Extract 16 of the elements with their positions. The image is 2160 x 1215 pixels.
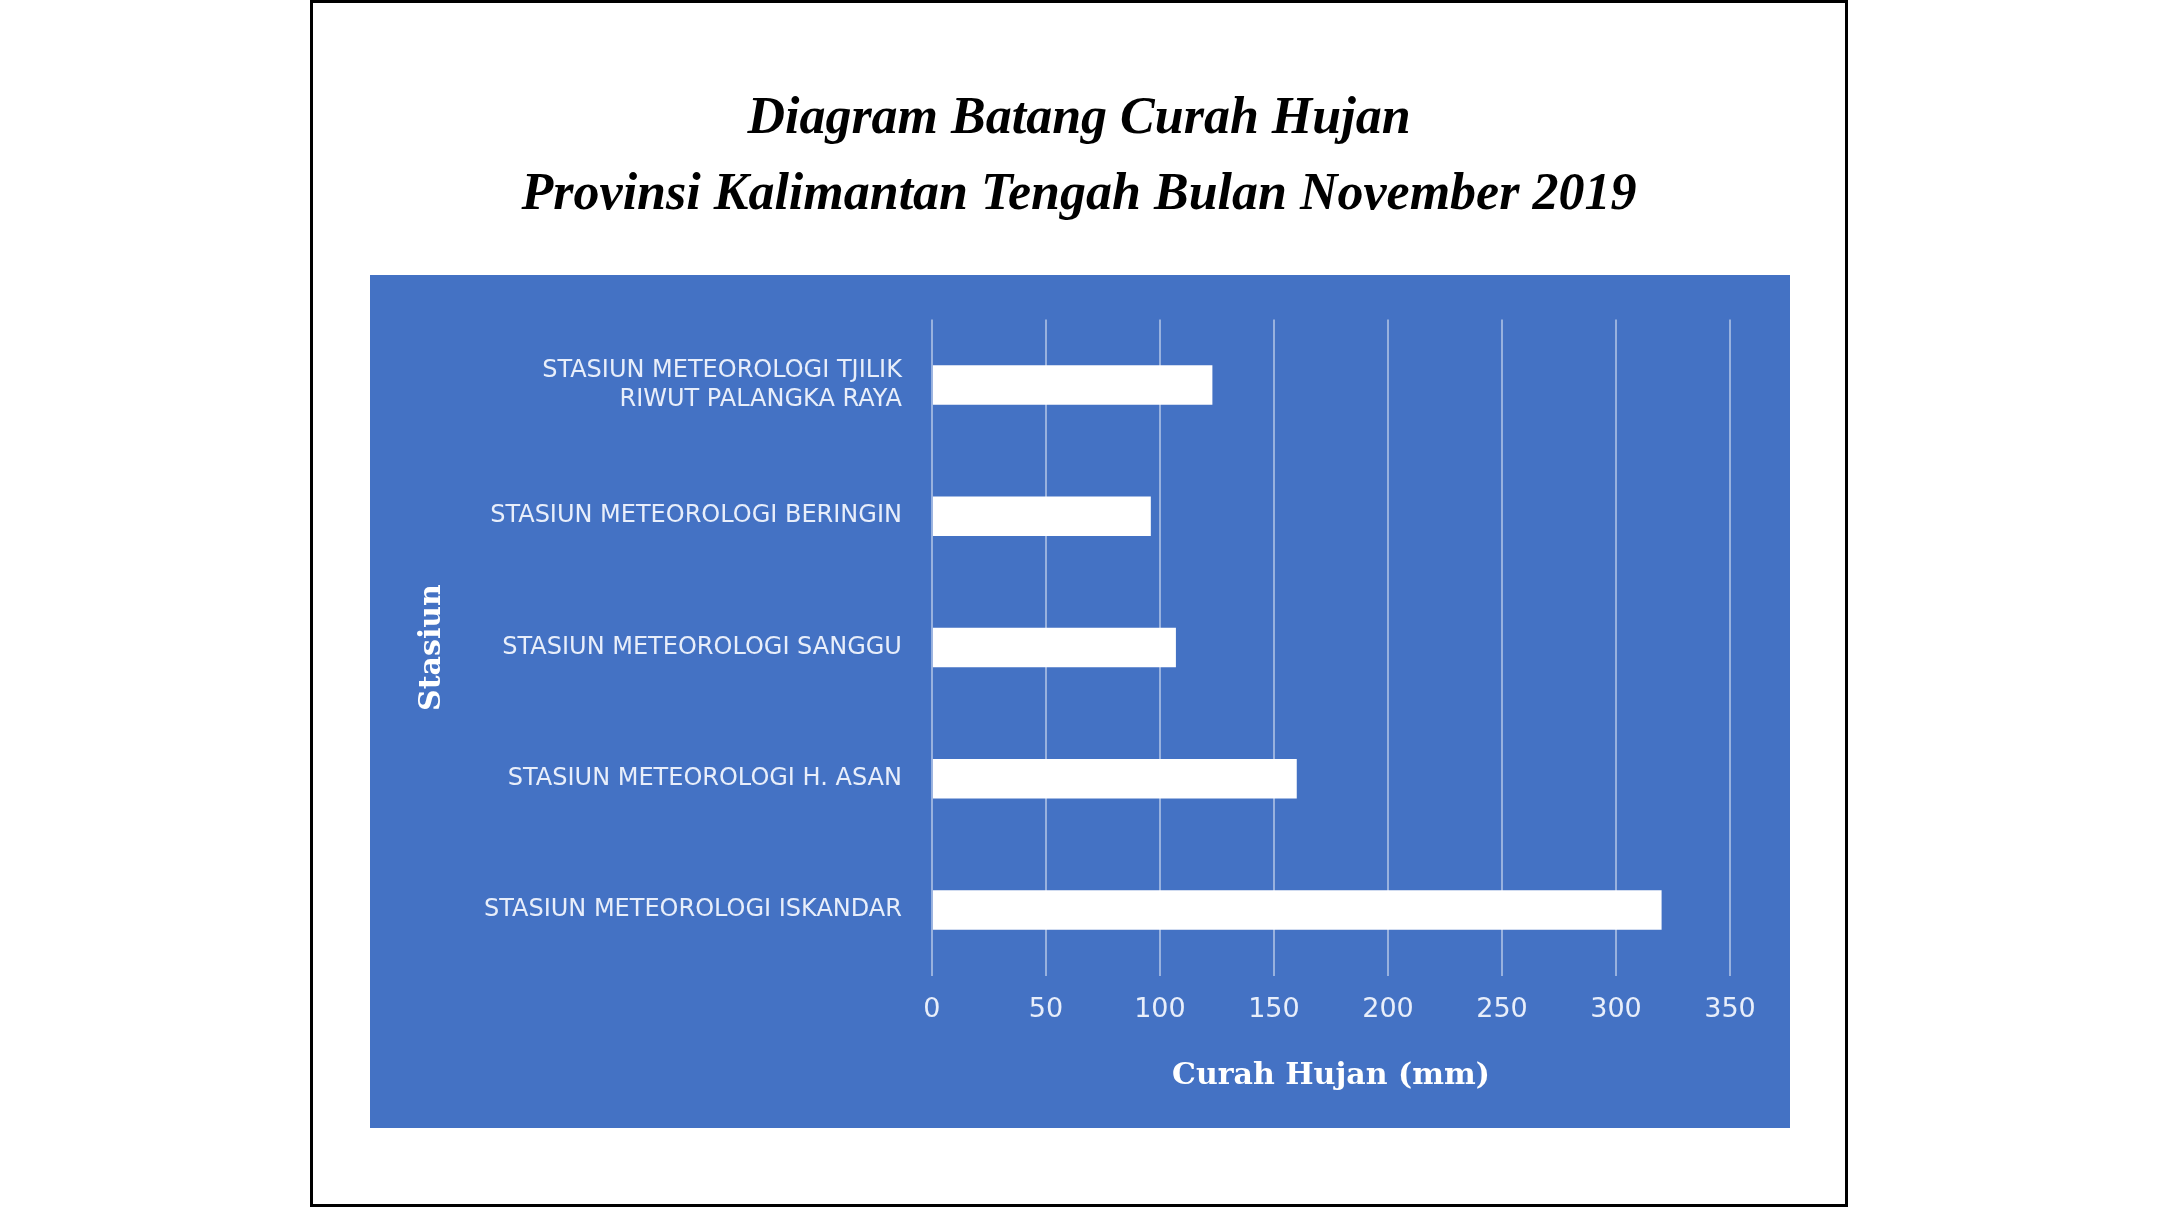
x-tick-label: 200	[1362, 991, 1414, 1023]
x-tick-label: 250	[1476, 991, 1528, 1023]
x-tick-label: 50	[1028, 991, 1064, 1023]
x-tick-label: 100	[1134, 991, 1186, 1023]
y-tick-label: STASIUN METEOROLOGI SANGGU	[502, 631, 902, 660]
y-tick-label: STASIUN METEOROLOGI ISKANDAR	[483, 894, 902, 923]
x-tick-label: 150	[1248, 991, 1300, 1023]
y-axis-title: Stasiun	[411, 583, 447, 711]
y-tick-label: STASIUN METEOROLOGI TJILIK RIWUT PALANGKA RAYA	[542, 354, 904, 412]
y-tick-label: STASIUN METEOROLOGI H. ASAN	[507, 762, 902, 791]
x-tick-label: 350	[1704, 991, 1756, 1023]
x-tick-label: 300	[1590, 991, 1642, 1023]
chart-title: Diagram Batang Curah Hujan Provinsi Kalimantan Tengah Bulan November 2019	[520, 86, 1638, 222]
x-tick-label: 0	[923, 991, 941, 1023]
x-axis-title: Curah Hujan (mm)	[1172, 1055, 1490, 1091]
y-tick-label: STASIUN METEOROLOGI BERINGIN	[490, 500, 902, 529]
